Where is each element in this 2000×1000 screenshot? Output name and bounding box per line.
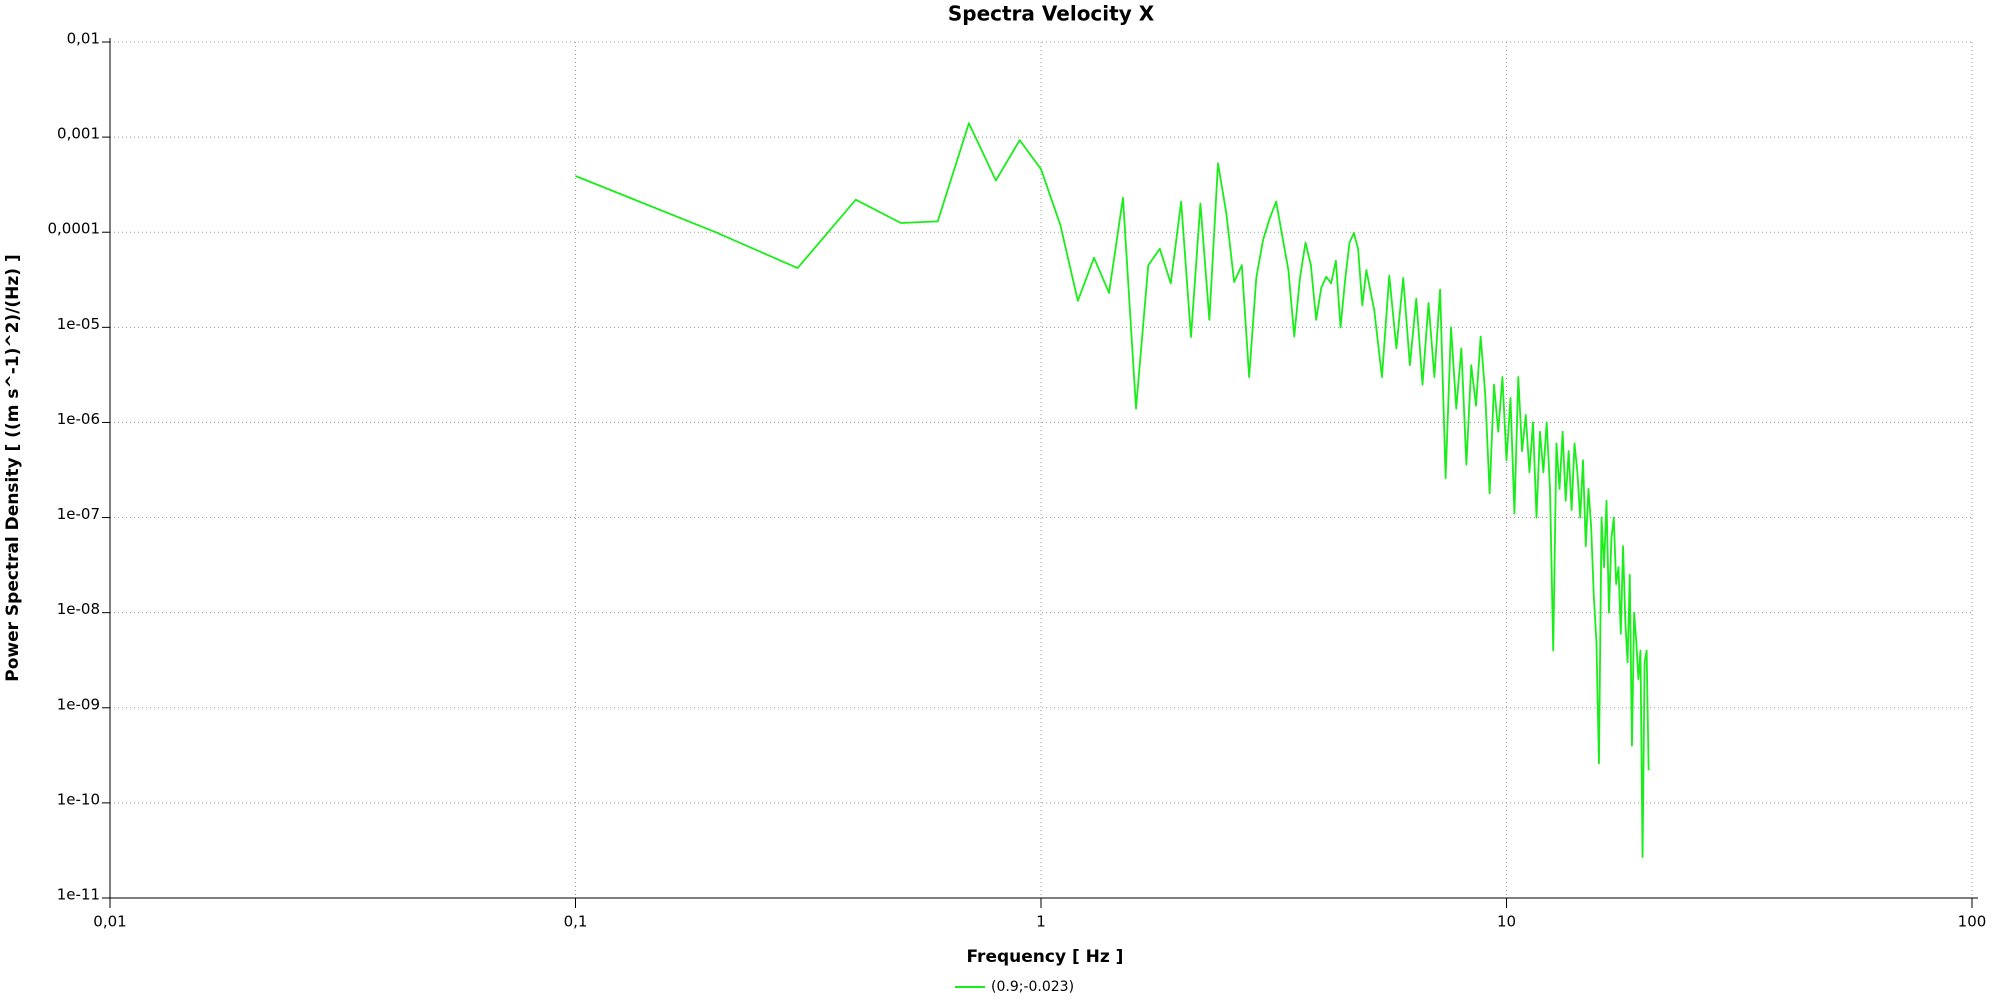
series-line xyxy=(575,122,1650,858)
x-tick-label: 1 xyxy=(1036,913,1046,931)
y-tick-label: 0,01 xyxy=(67,30,100,48)
x-axis-label: Frequency [ Hz ] xyxy=(967,947,1124,967)
y-tick-label: 1e-10 xyxy=(57,790,100,808)
x-tick-label: 100 xyxy=(1958,913,1987,931)
y-tick-label: 1e-08 xyxy=(57,600,100,618)
y-tick-label: 1e-09 xyxy=(57,695,100,713)
y-tick-label: 1e-11 xyxy=(57,886,100,904)
y-tick-label: 1e-07 xyxy=(57,505,100,523)
y-tick-label: 1e-06 xyxy=(57,410,100,428)
x-tick-label: 10 xyxy=(1497,913,1516,931)
y-tick-label: 0,001 xyxy=(57,125,100,143)
chart-title: Spectra Velocity X xyxy=(948,2,1155,26)
x-tick-label: 0,1 xyxy=(564,913,588,931)
x-tick-label: 0,01 xyxy=(93,913,126,931)
y-tick-label: 1e-05 xyxy=(57,315,100,333)
legend-label: (0.9;-0.023) xyxy=(991,979,1074,995)
y-axis-label: Power Spectral Density [ ((m s^-1)^2)/(H… xyxy=(3,254,23,682)
y-tick-label: 0,0001 xyxy=(48,220,101,238)
